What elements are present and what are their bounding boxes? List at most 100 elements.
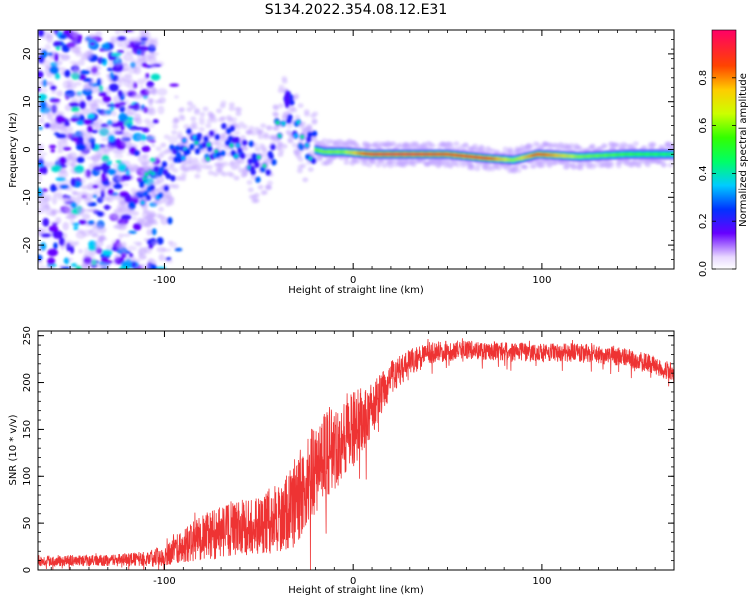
noise-blob [52,230,64,239]
noise-blob [129,30,136,34]
halo-blob [191,121,198,127]
signal-core [257,155,261,159]
noise-blob [118,101,127,106]
noise-blob [38,93,47,102]
noise-blob [50,118,58,127]
noise-blob [63,197,73,203]
halo-blob [172,124,179,130]
noise-blob [56,139,62,145]
noise-blob [127,245,137,251]
noise-blob [102,143,113,152]
noise-blob [131,261,137,268]
noise-blob [151,228,157,236]
signal-blob [175,151,182,159]
noise-blob [126,123,132,129]
halo-blob [142,208,149,214]
noise-blob [115,76,126,83]
noise-blob [93,163,103,167]
signal-blob [271,158,277,166]
signal-blob [239,152,246,160]
signal-core [234,154,238,159]
signal-blob [234,136,240,144]
halo-blob [194,173,201,179]
spectrogram-ytick-label: 10 [22,95,33,108]
noise-blob [47,52,53,57]
halo-blob [296,168,303,174]
noise-blob [109,213,118,219]
halo-blob [235,111,242,117]
spectrogram-ytick-label: -20 [22,237,33,253]
halo-blob [447,141,454,147]
noise-blob [56,133,67,139]
noise-blob [64,69,71,78]
colorbar-label: Normalized spectral amplitude [738,73,749,227]
noise-blob [91,65,102,71]
noise-blob [69,219,75,225]
noise-blob [70,177,76,187]
halo-blob [273,112,280,118]
noise-blob [104,184,109,189]
spectrogram-ytick-label: 20 [22,48,33,61]
halo-blob [234,164,241,170]
noise-blob [38,30,45,37]
halo-blob [183,124,190,130]
noise-blob [85,255,92,261]
noise-blob [81,213,91,221]
noise-blob [120,41,132,50]
halo-blob [190,104,197,110]
colorbar-tick-label: 0.6 [698,118,709,134]
halo-blob [291,142,298,148]
noise-blob [96,78,102,87]
noise-blob [58,156,67,165]
halo-blob [241,172,248,178]
signal-blob [287,114,293,121]
signal-blob [254,161,260,168]
halo-blob [601,143,608,149]
halo-blob [212,171,219,177]
noise-blob [133,149,140,157]
noise-blob [88,107,98,114]
signal-blob [170,175,176,182]
noise-blob [48,225,59,233]
halo-blob [615,163,622,169]
noise-blob [75,265,83,269]
snr-background [38,331,674,570]
halo-blob [198,127,205,133]
noise-blob [86,94,93,101]
halo-blob [258,128,265,134]
signal-core [142,177,147,181]
noise-blob [92,184,99,189]
noise-blob [158,254,165,262]
noise-blob [139,140,147,146]
noise-blob [53,242,58,250]
halo-blob [589,164,596,170]
halo-blob [171,130,178,136]
noise-blob [111,122,122,128]
halo-blob [608,163,615,169]
signal-blob [248,140,255,148]
halo-blob [231,117,238,123]
noise-blob [151,143,156,147]
noise-blob [167,216,173,225]
noise-blob [125,254,136,263]
noise-blob [95,169,103,174]
halo-blob [180,172,187,178]
signal-blob [161,161,168,168]
noise-blob [167,240,174,245]
noise-blob [48,81,53,86]
halo-blob [246,180,253,186]
noise-blob [62,140,69,149]
halo-blob [321,137,328,143]
spectrogram-ytick-label: -10 [22,189,33,205]
signal-blob [221,122,227,130]
halo-blob [186,107,193,113]
signal-blob [220,150,226,157]
signal-blob [270,143,276,151]
noise-blob [141,145,151,153]
noise-blob [75,143,87,151]
noise-blob [155,266,167,269]
signal-blob [165,172,172,180]
noise-blob [143,94,150,100]
noise-blob [102,249,113,256]
halo-blob [253,198,260,204]
